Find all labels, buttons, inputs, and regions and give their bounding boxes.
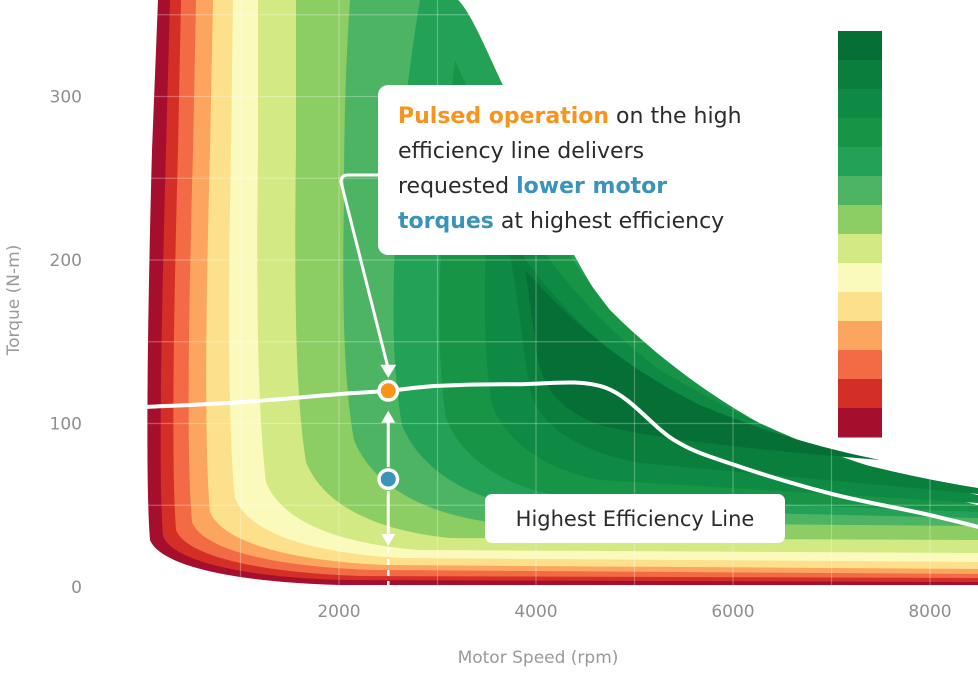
callout-box: Pulsed operation on the high efficiency … <box>378 85 778 255</box>
marker-point-1 <box>380 471 396 487</box>
colorbar-segment-0 <box>838 31 882 61</box>
pulsed-operation-text: Pulsed operation <box>398 104 610 129</box>
efficiency-line-label: Highest Efficiency Line <box>485 494 785 543</box>
colorbar-segment-11 <box>838 350 882 380</box>
pulse-arrowhead-up <box>381 410 396 423</box>
callout-connector <box>339 173 390 370</box>
colorbar-segment-10 <box>838 321 882 351</box>
colorbar-segment-2 <box>838 89 882 119</box>
colorbar-segment-5 <box>838 176 882 206</box>
connector-arrowhead <box>380 364 397 378</box>
pulse-arrowhead-down <box>381 533 396 546</box>
colorbar-segment-9 <box>838 292 882 322</box>
grid-lines <box>60 0 978 587</box>
color-scale-bar <box>838 31 882 438</box>
y-tick-label-1: 100 <box>50 415 82 435</box>
callout-text-part-2: at highest efficiency <box>493 209 725 234</box>
colorbar-segment-1 <box>838 60 882 90</box>
y-tick-label-2: 200 <box>50 251 82 271</box>
x-tick-label-3: 8000 <box>908 602 951 622</box>
x-tick-label-1: 4000 <box>514 602 557 622</box>
contour-band-13 <box>525 270 880 460</box>
y-tick-label-0: 0 <box>71 578 82 598</box>
x-axis-ticks: 2000 4000 6000 8000 <box>317 602 951 622</box>
marker-point-0 <box>380 383 396 399</box>
colorbar-segment-4 <box>838 147 882 177</box>
efficiency-line <box>141 380 978 529</box>
colorbar-segment-8 <box>838 263 882 293</box>
x-tick-label-0: 2000 <box>317 602 360 622</box>
x-tick-label-2: 6000 <box>711 602 754 622</box>
efficiency-line-overlay <box>141 173 978 587</box>
y-axis-label: Torque (N-m) <box>4 245 24 357</box>
colorbar-segment-3 <box>838 118 882 148</box>
colorbar-segment-6 <box>838 205 882 235</box>
colorbar-segment-13 <box>838 408 882 438</box>
colorbar-segment-7 <box>838 234 882 264</box>
x-axis-label: Motor Speed (rpm) <box>458 648 619 668</box>
y-tick-label-3: 300 <box>50 88 82 108</box>
y-axis-ticks: 0 100 200 300 <box>50 88 82 599</box>
lower-motor-torques-text: lower motor torques <box>398 174 668 234</box>
callout-text-part-1: on the high efficiency line delivers req… <box>398 104 742 199</box>
colorbar-segment-12 <box>838 379 882 409</box>
